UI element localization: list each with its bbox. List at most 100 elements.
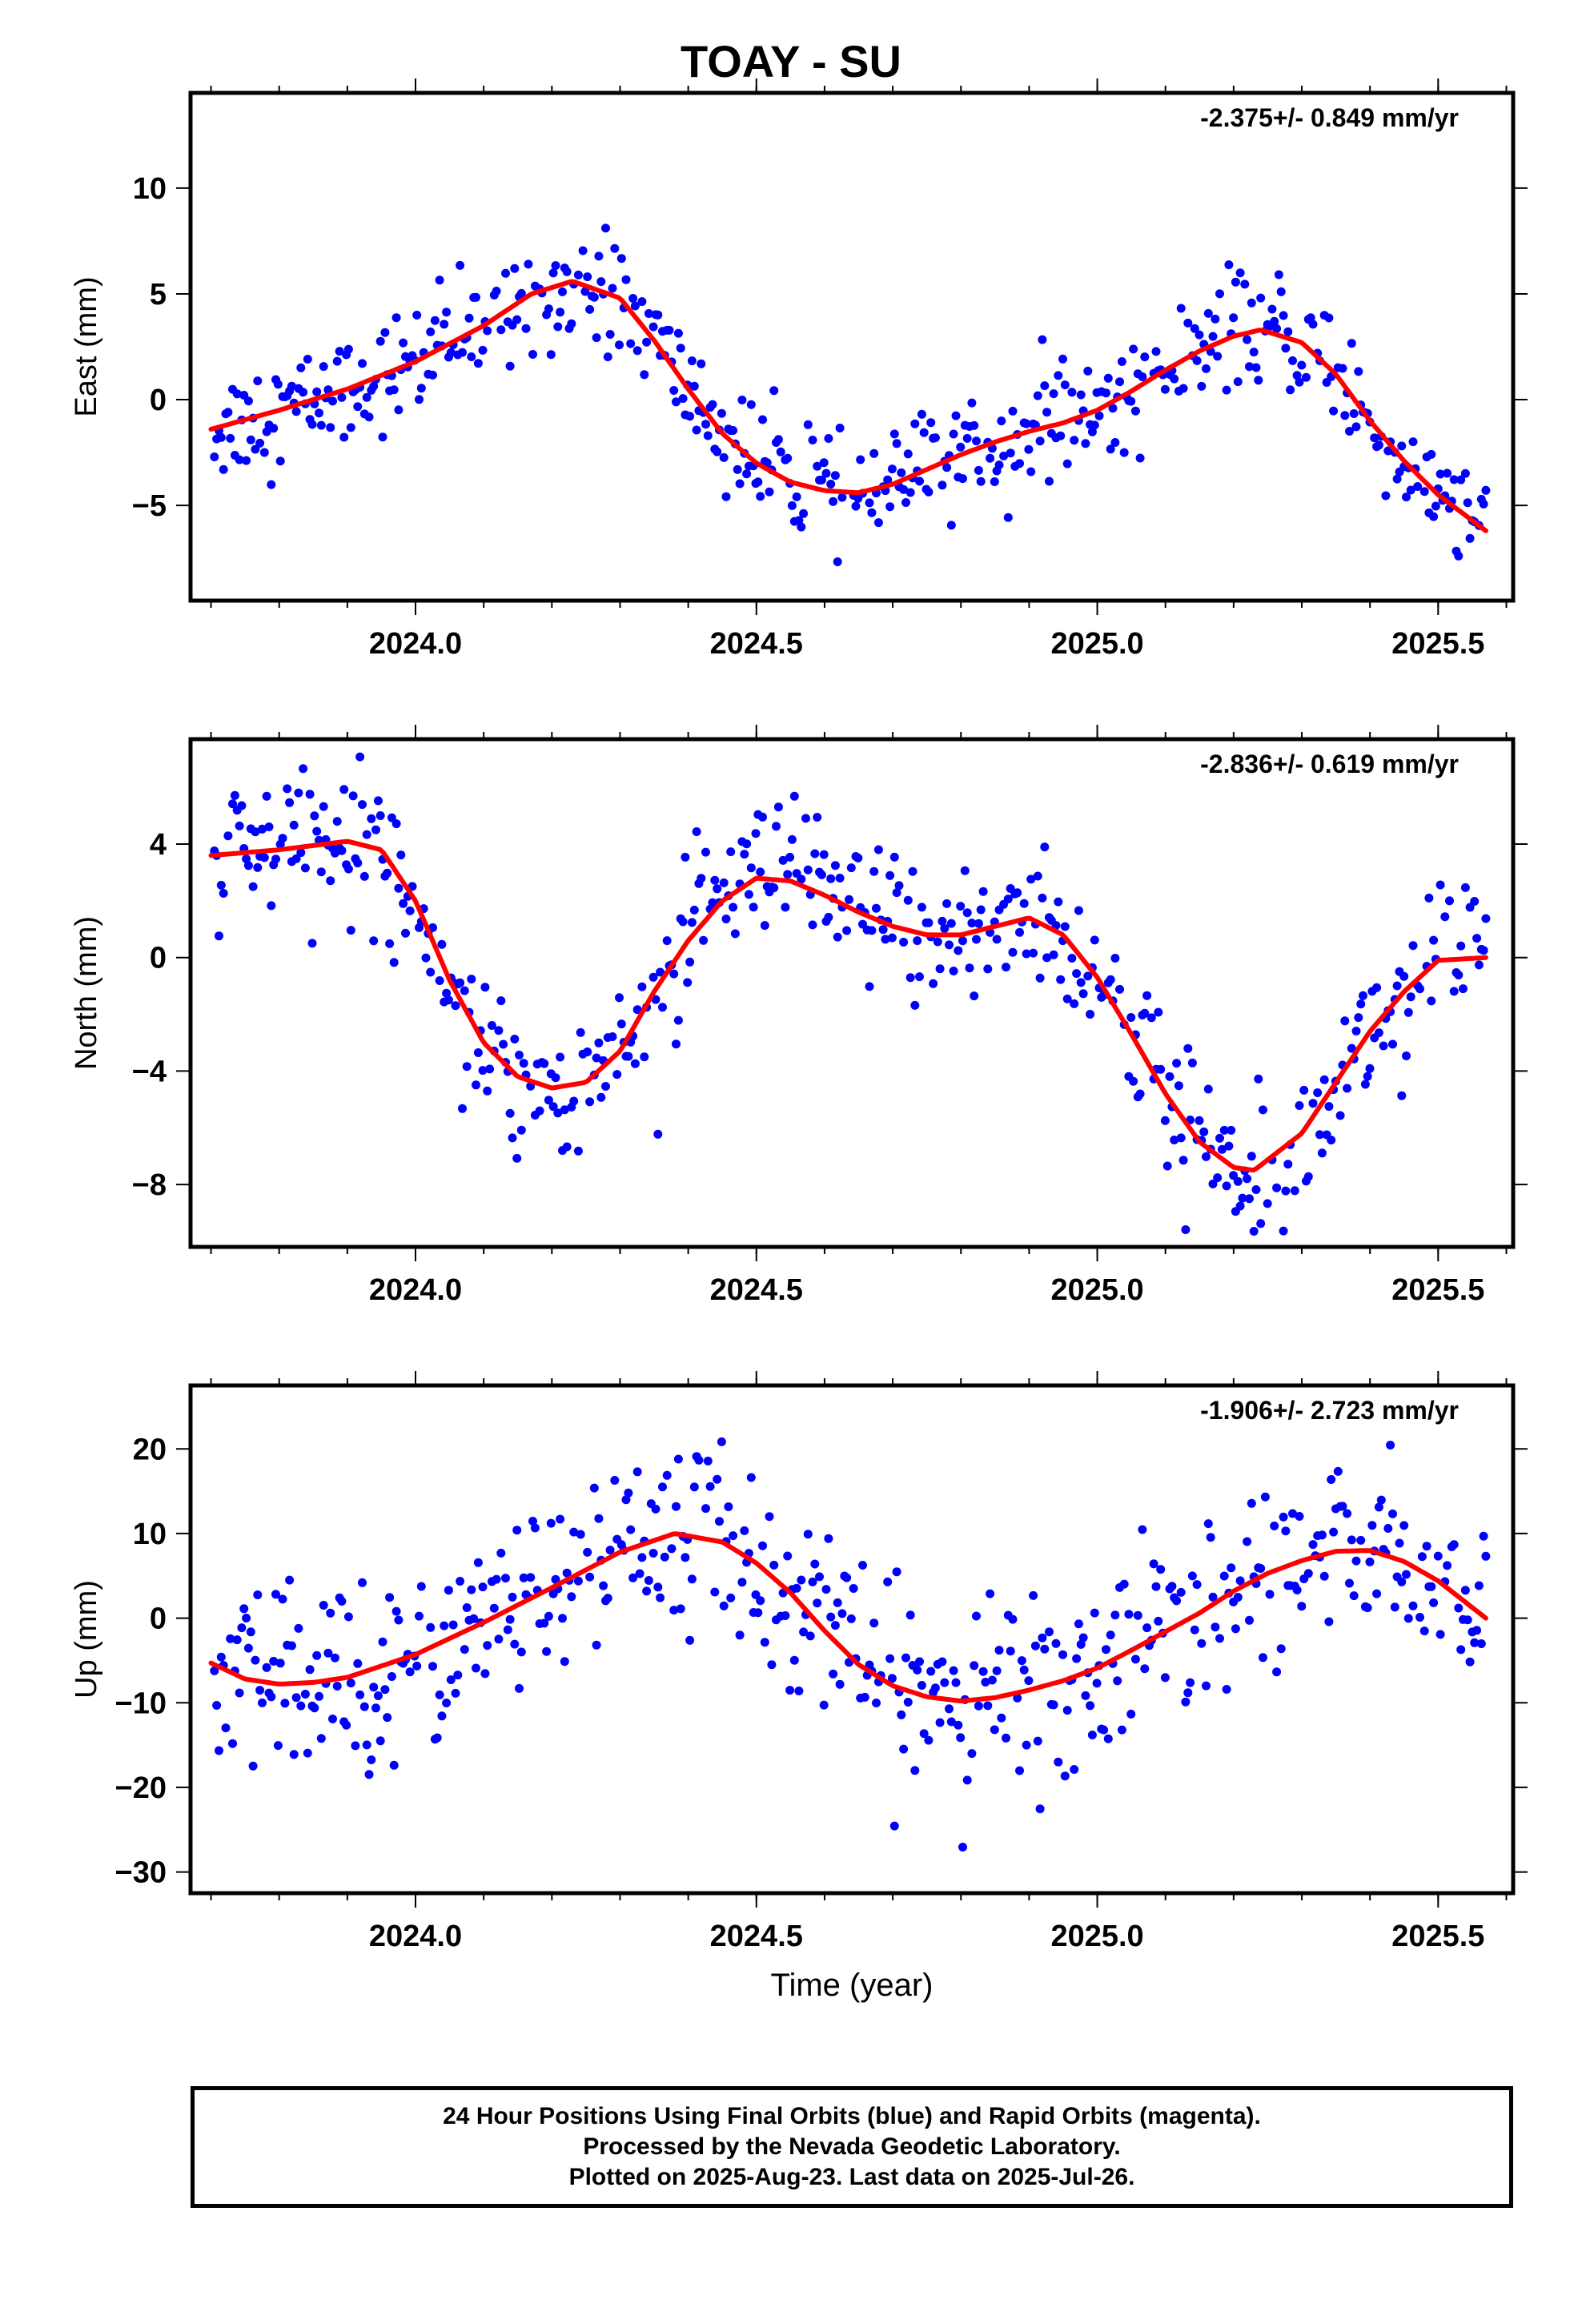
data-point — [889, 852, 899, 862]
data-point — [892, 888, 901, 898]
data-point — [264, 822, 274, 831]
data-point — [385, 939, 395, 948]
data-point — [328, 396, 337, 406]
data-point — [1087, 1731, 1097, 1739]
data-point — [642, 337, 652, 347]
data-point — [1195, 330, 1204, 340]
data-point — [992, 1666, 1002, 1675]
data-point — [243, 396, 253, 406]
data-point — [1030, 1641, 1040, 1651]
data-point — [544, 304, 553, 314]
data-point — [1038, 1633, 1047, 1642]
data-point — [271, 1590, 280, 1599]
x-tick-label: 2024.0 — [369, 1273, 462, 1307]
data-point — [226, 433, 235, 443]
data-point — [1202, 1152, 1211, 1161]
data-point — [316, 1734, 326, 1743]
data-point — [576, 1027, 585, 1037]
data-point — [1259, 1653, 1267, 1663]
data-point — [1186, 1678, 1195, 1687]
data-point — [378, 432, 387, 442]
data-point — [362, 392, 371, 402]
data-point — [505, 1108, 515, 1118]
data-point — [1354, 1013, 1363, 1023]
data-point — [808, 920, 817, 930]
data-point — [485, 1064, 495, 1074]
data-point — [869, 1618, 879, 1628]
y-tick-label: 20 — [133, 1433, 167, 1466]
data-point — [1008, 947, 1018, 957]
data-point — [710, 1587, 720, 1597]
data-point — [601, 1082, 610, 1091]
data-point — [1045, 1627, 1054, 1637]
data-point — [1146, 1013, 1156, 1023]
data-point — [640, 1052, 649, 1062]
data-point — [358, 800, 367, 810]
data-point — [1083, 971, 1093, 981]
data-point — [1474, 960, 1484, 970]
data-point — [1015, 927, 1024, 937]
data-point — [269, 424, 279, 433]
data-point — [1245, 362, 1254, 372]
data-point — [1256, 1564, 1266, 1573]
data-point — [887, 1674, 897, 1683]
data-point — [1015, 459, 1024, 468]
data-point — [562, 1142, 572, 1152]
data-point — [1454, 1603, 1464, 1613]
data-point — [713, 1474, 722, 1484]
data-point — [830, 1621, 840, 1630]
data-point — [1386, 1441, 1395, 1449]
data-point — [1076, 1639, 1086, 1649]
data-point — [1062, 994, 1072, 1003]
data-point — [658, 1003, 667, 1012]
data-point — [1115, 984, 1124, 994]
data-point — [1072, 969, 1082, 979]
data-point — [405, 1667, 415, 1677]
data-point — [478, 1582, 488, 1592]
data-point — [416, 1582, 426, 1591]
data-point — [1054, 371, 1063, 380]
data-point — [1060, 380, 1070, 390]
data-point — [569, 1527, 579, 1537]
data-point — [737, 1578, 747, 1587]
data-point — [835, 874, 845, 883]
data-point — [621, 1495, 631, 1505]
data-point — [1117, 1725, 1126, 1735]
data-point — [924, 487, 934, 497]
data-point — [405, 906, 415, 915]
data-point — [673, 328, 683, 338]
data-point — [708, 898, 717, 907]
data-point — [385, 1593, 395, 1602]
data-point — [1222, 385, 1231, 395]
data-point — [383, 1713, 392, 1723]
data-point — [1408, 437, 1418, 447]
data-point — [1178, 384, 1188, 393]
data-point — [651, 1504, 661, 1514]
data-point — [223, 408, 233, 417]
data-point — [972, 935, 981, 944]
data-point — [1351, 1027, 1361, 1035]
data-point — [1056, 431, 1066, 440]
data-point — [1092, 1679, 1102, 1688]
data-point — [1340, 1016, 1350, 1026]
data-point — [1397, 1577, 1407, 1586]
data-point — [339, 785, 349, 794]
data-point — [394, 405, 404, 415]
data-point — [546, 1518, 556, 1528]
data-point — [1272, 1667, 1282, 1677]
data-point — [460, 986, 469, 995]
data-point — [435, 1690, 444, 1699]
data-point — [1288, 1509, 1297, 1518]
data-point — [1102, 1645, 1110, 1655]
data-point — [781, 1611, 790, 1620]
data-point — [1349, 1591, 1359, 1601]
data-point — [1133, 1610, 1142, 1620]
data-point — [910, 1766, 920, 1775]
data-point — [1276, 1644, 1286, 1654]
data-point — [1154, 1616, 1163, 1626]
data-point — [821, 468, 831, 478]
data-point — [1440, 912, 1450, 922]
data-point — [307, 420, 317, 429]
data-point — [867, 508, 877, 517]
data-point — [1026, 875, 1036, 884]
